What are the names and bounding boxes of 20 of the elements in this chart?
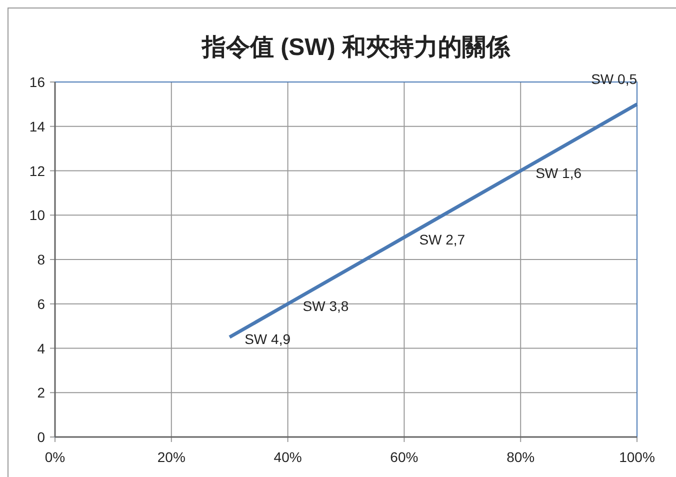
annotation: SW 3,8 bbox=[302, 298, 349, 314]
y-tick-label: 0 bbox=[37, 429, 46, 445]
x-tick-label: 20% bbox=[157, 449, 186, 465]
annotation: SW 4,9 bbox=[244, 331, 291, 348]
y-tick-label: 2 bbox=[37, 384, 46, 401]
y-tick-label: 10 bbox=[29, 207, 46, 224]
x-tick-label: 100% bbox=[619, 449, 655, 465]
y-tick-label: 14 bbox=[29, 118, 46, 134]
y-tick-label: 6 bbox=[37, 296, 46, 312]
y-tick-label: 4 bbox=[37, 340, 46, 356]
x-tick-label: 40% bbox=[274, 449, 302, 465]
y-tick-label: 16 bbox=[29, 74, 46, 90]
y-tick-label: 8 bbox=[37, 252, 46, 268]
x-tick-label: 60% bbox=[390, 449, 418, 465]
y-tick-label: 12 bbox=[29, 162, 46, 179]
chart-title: 指令值 (SW) 和夾持力的關係 bbox=[201, 34, 511, 61]
x-tick-label: 80% bbox=[506, 449, 535, 465]
annotation: SW 2,7 bbox=[419, 231, 466, 248]
x-tick-label: 0% bbox=[44, 449, 66, 465]
annotation: SW 1,6 bbox=[536, 164, 582, 181]
